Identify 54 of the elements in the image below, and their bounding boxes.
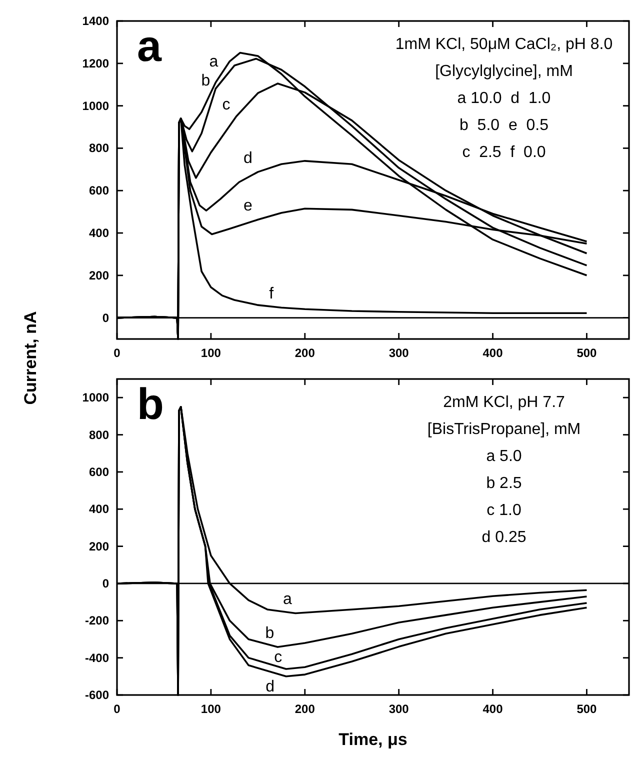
series-label: a xyxy=(209,53,218,70)
annotation: b 5.0 e 0.5 xyxy=(460,117,549,134)
series-label: d xyxy=(243,150,252,167)
y-tick-label: 400 xyxy=(88,502,110,516)
x-tick-label: 200 xyxy=(294,346,316,360)
y-tick-label: 0 xyxy=(102,576,110,590)
x-tick-label: 500 xyxy=(576,702,598,716)
annotation: c 2.5 f 0.0 xyxy=(462,144,546,161)
annotation: c 1.0 xyxy=(486,502,522,519)
annotation: 1mM KCl, 50μM CaCl₂, pH 8.0 xyxy=(395,36,613,53)
y-tick-label: -600 xyxy=(84,688,110,702)
annotation: a 5.0 xyxy=(486,448,522,465)
series-label: d xyxy=(266,678,275,696)
series-label: c xyxy=(274,648,282,666)
y-tick-label: 1400 xyxy=(82,14,110,28)
y-tick-label: 400 xyxy=(88,226,110,240)
x-tick-label: 400 xyxy=(482,702,504,716)
y-tick-label: 200 xyxy=(88,539,110,554)
series-label: e xyxy=(243,198,252,215)
annotation: b 2.5 xyxy=(486,475,522,492)
y-tick-label: -400 xyxy=(84,650,110,665)
x-tick-label: 500 xyxy=(576,346,598,360)
annotation: d 0.25 xyxy=(482,529,526,546)
annotation: [BisTrisPropane], mM xyxy=(427,421,581,438)
series-label: a xyxy=(283,591,292,608)
y-tick-label: 200 xyxy=(88,268,110,282)
y-axis-title: Current, nA xyxy=(21,311,40,405)
y-tick-label: 0 xyxy=(102,310,110,325)
x-tick-label: 300 xyxy=(388,346,410,360)
annotation: 2mM KCl, pH 7.7 xyxy=(443,394,566,411)
x-tick-label: 200 xyxy=(294,702,316,716)
y-tick-label: 800 xyxy=(88,428,110,442)
x-tick-label: 100 xyxy=(200,346,222,360)
chart-title: a xyxy=(137,22,162,71)
chart-title: b xyxy=(137,380,164,429)
x-tick-label: 400 xyxy=(482,346,504,360)
series-label: b xyxy=(201,72,210,90)
y-tick-label: 600 xyxy=(88,184,110,198)
y-tick-label: 800 xyxy=(88,141,110,156)
annotation: a 10.0 d 1.0 xyxy=(457,90,551,107)
x-tick-label: 0 xyxy=(114,346,121,360)
y-tick-label: 1200 xyxy=(82,56,110,70)
y-tick-label: 1000 xyxy=(82,390,110,405)
series-label: c xyxy=(222,96,230,114)
y-tick-label: -200 xyxy=(84,614,110,628)
x-tick-label: 0 xyxy=(114,702,121,716)
annotation: [Glycylglycine], mM xyxy=(435,63,573,80)
y-tick-label: 600 xyxy=(88,464,110,479)
x-axis-title: Time, μs xyxy=(338,730,408,749)
x-tick-label: 100 xyxy=(200,702,222,716)
y-tick-label: 1000 xyxy=(82,98,110,113)
series-label: b xyxy=(265,625,274,642)
series-label: f xyxy=(269,286,274,303)
x-tick-label: 300 xyxy=(388,702,410,716)
